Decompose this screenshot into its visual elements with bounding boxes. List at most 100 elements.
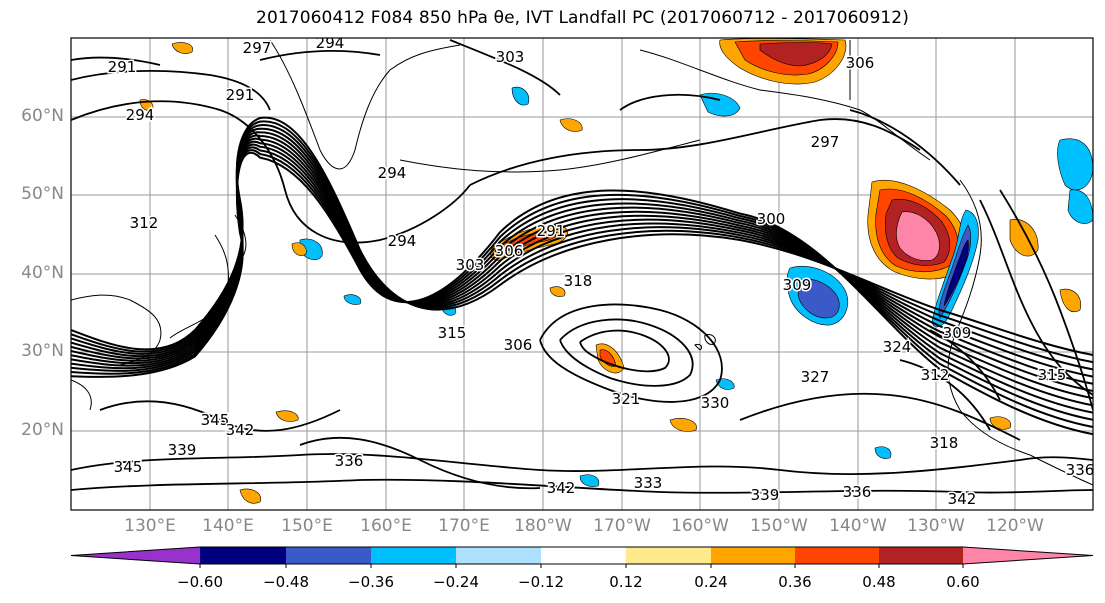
coastline <box>269 39 461 170</box>
contour-label: 315 <box>1038 366 1067 384</box>
colorbar-swatch <box>456 547 541 564</box>
colorbar-swatch <box>541 547 626 564</box>
colorbar-tick-label: −0.24 <box>433 573 479 591</box>
coastline <box>947 179 1031 456</box>
contour-label: 315 <box>438 324 467 342</box>
ivt-shade-region <box>275 410 299 422</box>
ivt-shade-region <box>291 242 307 256</box>
theta-e-contours <box>71 39 1093 494</box>
contour-label: 300 <box>757 210 786 228</box>
lon-label: 120°W <box>986 516 1044 536</box>
contour-line <box>579 329 670 373</box>
contour-label: 297 <box>243 39 272 57</box>
colorbar-swatch <box>626 547 711 564</box>
colorbar-tick-label: 0.48 <box>862 573 896 591</box>
contour-label: 303 <box>496 48 525 66</box>
colorbar-swatch <box>71 547 200 564</box>
lat-label: 60°N <box>21 106 64 126</box>
colorbar-tick-label: −0.48 <box>263 573 309 591</box>
contour-label: 297 <box>811 133 840 151</box>
contour-line <box>619 93 721 111</box>
ivt-shade-region <box>759 42 833 67</box>
contour-line <box>739 392 1021 441</box>
ivt-shade-region <box>549 286 566 297</box>
coastline <box>71 379 92 411</box>
contour-label: 309 <box>943 324 972 342</box>
contour-label: 330 <box>701 394 730 412</box>
colorbar-swatch <box>711 547 795 564</box>
coastline <box>1029 454 1093 486</box>
lon-label: 130°E <box>124 516 176 536</box>
colorbar-tick-label: 0.36 <box>778 573 812 591</box>
lat-label: 30°N <box>21 341 64 361</box>
contour-line <box>849 109 961 186</box>
coastline <box>234 214 247 259</box>
colorbar-tick-label: −0.12 <box>518 573 564 591</box>
contour-label: 306 <box>504 336 533 354</box>
contour-line <box>999 189 1093 411</box>
contour-labels: 297 294 291 291 294 303 294 294 297 300 312 291 306 3… <box>106 34 1093 510</box>
coastlines <box>71 39 1093 486</box>
contour-line <box>449 39 561 96</box>
contour-label: 312 <box>921 366 950 384</box>
ivt-shade-region <box>943 239 969 307</box>
contour-line <box>539 303 723 403</box>
contour-label: 318 <box>564 272 593 290</box>
contour-label: 342 <box>948 490 977 508</box>
ivt-shade-region <box>1059 288 1082 312</box>
contour-label: 312 <box>130 214 159 232</box>
map-frame <box>70 37 1094 511</box>
coastline <box>639 49 931 161</box>
contour-label: 345 <box>201 411 230 429</box>
contour-label: 339 <box>168 441 197 459</box>
ivt-shade-region <box>171 42 193 54</box>
contour-line <box>469 118 921 186</box>
lon-label: 140°W <box>829 516 887 536</box>
colorbar-tick-label: 0.24 <box>694 573 728 591</box>
contour-label: 291 <box>226 86 255 104</box>
ivt-shading <box>139 38 1093 504</box>
contour-label: 336 <box>843 483 872 501</box>
lat-label: 50°N <box>21 184 64 204</box>
colorbar-tick-label: −0.60 <box>177 573 223 591</box>
ivt-shade-region <box>511 86 530 106</box>
contour-label: 294 <box>388 232 417 250</box>
lon-label: 170°E <box>438 516 490 536</box>
plot-title: 2017060412 F084 850 hPa θe, IVT Landfall… <box>256 8 909 28</box>
contour-label: 327 <box>801 368 830 386</box>
contour-line <box>71 100 471 244</box>
contour-label: 324 <box>883 338 912 356</box>
contour-line <box>99 400 341 432</box>
ivt-shade-region <box>1009 219 1039 257</box>
contour-label: 339 <box>751 486 780 504</box>
ivt-shade-region <box>579 474 600 487</box>
colorbar-tick-label: 0.12 <box>609 573 643 591</box>
ivt-shade-region <box>797 278 840 319</box>
lon-label: 150°W <box>750 516 808 536</box>
contour-line <box>899 359 991 431</box>
contour-label: 333 <box>634 474 663 492</box>
colorbar-swatch <box>963 547 1093 564</box>
lon-label: 150°E <box>281 516 333 536</box>
coastline <box>694 344 703 351</box>
contour-line <box>71 69 271 111</box>
contour-label: 291 <box>108 58 137 76</box>
contour-label: 321 <box>612 390 641 408</box>
colorbar-swatch <box>795 547 879 564</box>
lon-label: 140°E <box>202 516 254 536</box>
coastline <box>399 139 701 173</box>
ivt-shade-region <box>896 211 940 261</box>
lon-label: 170°W <box>593 516 651 536</box>
contour-label: 294 <box>316 34 345 52</box>
ivt-shade-region <box>1057 138 1093 191</box>
colorbar-tick-label: 0.60 <box>946 573 980 591</box>
lat-label: 40°N <box>21 263 64 283</box>
contour-label: 303 <box>456 256 485 274</box>
contour-label: 336 <box>335 452 364 470</box>
contour-label: 318 <box>930 434 959 452</box>
contour-label: 306 <box>495 242 524 260</box>
contour-label: 345 <box>114 458 143 476</box>
ivt-shade-region <box>343 294 362 305</box>
lat-label: 20°N <box>21 420 64 440</box>
